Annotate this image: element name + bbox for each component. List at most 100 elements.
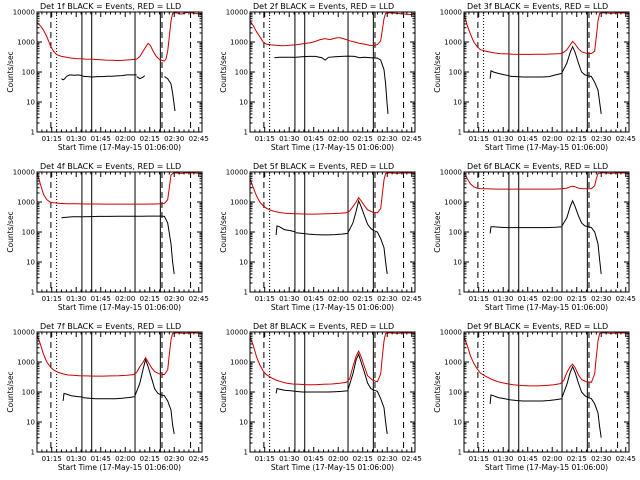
lld-series-line: [464, 12, 629, 55]
x-tick-label: 02:30: [591, 135, 611, 143]
x-axis-label: Start Time (17-May-15 01:06:00): [58, 463, 181, 472]
x-tick-label: 02:30: [164, 455, 184, 463]
events-series-line: [561, 45, 602, 114]
lld-series-line: [37, 12, 202, 62]
x-axis-label: Start Time (17-May-15 01:06:00): [485, 463, 608, 472]
detector-panel: Det 5f BLACK = Events, RED = LLD 1 10 100 10…: [219, 162, 422, 312]
x-tick-label: 01:15: [255, 455, 275, 463]
events-series-line: [82, 74, 137, 78]
x-tick-label: 01:15: [469, 455, 489, 463]
y-tick-label: 10000: [226, 169, 248, 177]
x-tick-label: 01:45: [518, 295, 538, 303]
x-tick-label: 01:30: [493, 295, 513, 303]
x-tick-label: 02:00: [542, 295, 562, 303]
x-axis-label: Start Time (17-May-15 01:06:00): [58, 143, 181, 152]
y-tick-label: 1000: [444, 39, 462, 47]
y-tick-label: 10: [26, 419, 35, 427]
y-tick-label: 1000: [444, 359, 462, 367]
x-tick-label: 02:30: [377, 455, 397, 463]
x-tick-label: 02:15: [140, 135, 160, 143]
x-tick-label: 02:00: [115, 455, 135, 463]
x-tick-label: 02:45: [616, 135, 636, 143]
y-tick-label: 10: [26, 259, 35, 267]
y-tick-label: 100: [449, 69, 462, 77]
x-tick-label: 02:15: [567, 455, 587, 463]
x-tick-label: 02:45: [189, 295, 209, 303]
y-axis-label: Counts/sec: [219, 211, 228, 252]
x-tick-label: 01:15: [255, 295, 275, 303]
x-tick-label: 02:00: [542, 135, 562, 143]
events-series-line: [509, 226, 563, 229]
events-series-line: [489, 394, 510, 404]
detector-panel: Det 3f BLACK = Events, RED = LLD 1 10 100 10…: [433, 2, 636, 152]
events-series-line: [135, 215, 175, 274]
events-series-line: [136, 75, 146, 80]
y-tick-label: 10000: [226, 9, 248, 17]
events-series-line: [61, 216, 83, 219]
y-axis-label: Counts/sec: [6, 51, 15, 92]
plot-area: [37, 332, 202, 452]
y-axis-label: Counts/sec: [433, 211, 442, 252]
lld-series-line: [250, 332, 415, 386]
x-tick-label: 02:00: [115, 295, 135, 303]
y-tick-label: 10: [453, 259, 462, 267]
x-tick-label: 02:30: [591, 295, 611, 303]
y-tick-label: 10000: [440, 169, 462, 177]
plot-area: [37, 172, 202, 292]
x-tick-label: 01:30: [66, 135, 86, 143]
panel-title: Det 7f BLACK = Events, RED = LLD: [40, 322, 181, 331]
y-tick-label: 100: [235, 389, 248, 397]
plot-area: [464, 332, 629, 452]
y-axis-label: Counts/sec: [6, 371, 15, 412]
x-tick-label: 02:45: [616, 455, 636, 463]
lld-series-line: [250, 12, 415, 47]
x-axis-label: Start Time (17-May-15 01:06:00): [485, 143, 608, 152]
y-tick-label: 10000: [13, 169, 35, 177]
panel-title: Det 4f BLACK = Events, RED = LLD: [40, 162, 181, 171]
y-tick-label: 100: [235, 229, 248, 237]
x-tick-label: 02:15: [353, 455, 373, 463]
y-tick-label: 1000: [17, 199, 35, 207]
y-tick-label: 1: [31, 449, 35, 457]
x-tick-label: 01:45: [91, 455, 111, 463]
x-tick-label: 02:15: [140, 455, 160, 463]
panel-title: Det 3f BLACK = Events, RED = LLD: [467, 2, 608, 11]
events-series-line: [489, 226, 510, 234]
y-tick-label: 100: [22, 69, 35, 77]
y-tick-label: 10000: [440, 9, 462, 17]
y-tick-label: 10000: [226, 329, 248, 337]
x-tick-label: 02:15: [353, 295, 373, 303]
y-tick-label: 100: [22, 229, 35, 237]
x-tick-label: 02:45: [189, 135, 209, 143]
x-tick-label: 02:00: [328, 135, 348, 143]
detector-panel: Det 1f BLACK = Events, RED = LLD 1 10 100 10…: [6, 2, 209, 152]
x-tick-label: 01:15: [255, 135, 275, 143]
x-tick-label: 02:45: [402, 455, 422, 463]
x-axis-label: Start Time (17-May-15 01:06:00): [271, 303, 394, 312]
x-tick-label: 02:00: [542, 455, 562, 463]
x-tick-label: 01:45: [304, 295, 324, 303]
x-tick-label: 01:45: [304, 135, 324, 143]
x-tick-label: 02:45: [402, 295, 422, 303]
y-tick-label: 1: [458, 129, 462, 137]
events-series-line: [61, 74, 83, 81]
events-series-line: [275, 225, 296, 235]
y-tick-label: 1: [31, 289, 35, 297]
plot-area: [250, 12, 415, 132]
y-tick-label: 1: [458, 289, 462, 297]
y-tick-label: 1: [244, 449, 248, 457]
events-series-line: [561, 199, 602, 274]
x-tick-label: 01:15: [42, 135, 62, 143]
panel-title: Det 1f BLACK = Events, RED = LLD: [40, 2, 181, 11]
y-axis-label: Counts/sec: [433, 51, 442, 92]
events-series-line: [509, 72, 563, 78]
detector-panel: Det 9f BLACK = Events, RED = LLD 1 10 100 10…: [433, 322, 636, 472]
y-tick-label: 1000: [17, 39, 35, 47]
y-tick-label: 10: [453, 99, 462, 107]
y-tick-label: 1000: [230, 359, 248, 367]
plot-area: [37, 12, 202, 132]
detector-panel: Det 8f BLACK = Events, RED = LLD 1 10 100 10…: [219, 322, 422, 472]
lld-series-line: [250, 172, 415, 215]
lld-series-line: [464, 172, 629, 190]
